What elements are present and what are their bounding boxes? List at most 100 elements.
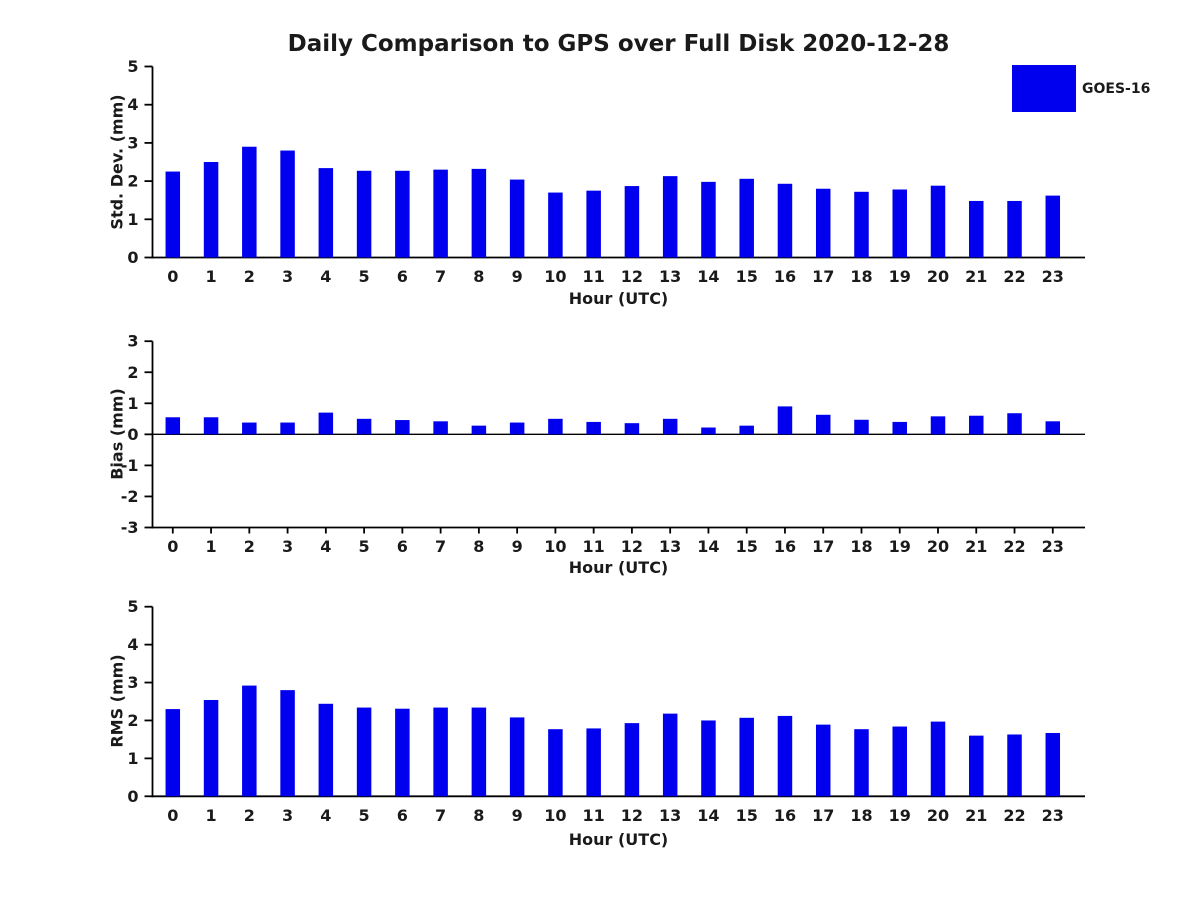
bar-std-dev-hour-0	[165, 171, 181, 258]
x-tick-label: 14	[697, 267, 719, 286]
bar-rms-hour-2	[242, 685, 257, 797]
y-tick-label: 3	[127, 133, 138, 152]
x-tick-label: 4	[320, 806, 331, 825]
x-tick-label: 0	[167, 806, 178, 825]
bar-bias-hour-5	[356, 418, 372, 435]
bar-std-dev-hour-5	[356, 170, 372, 258]
x-tick-label: 19	[889, 806, 911, 825]
bar-bias-hour-14	[701, 427, 716, 435]
x-tick-label: 11	[583, 537, 605, 556]
bar-rms-hour-11	[586, 728, 601, 797]
y-tick-label: 1	[127, 749, 138, 768]
y-tick-label: 0	[127, 425, 138, 444]
bar-rms-hour-9	[509, 717, 525, 797]
x-tick-label: 8	[473, 537, 484, 556]
bar-rms-hour-22	[1007, 734, 1022, 797]
bar-bias-hour-4	[318, 412, 334, 435]
bar-std-dev-hour-16	[777, 183, 793, 258]
x-tick-label: 18	[850, 806, 872, 825]
x-tick-label: 3	[282, 267, 293, 286]
xlabel-std-dev: Hour (UTC)	[568, 289, 669, 308]
y-tick-label: 4	[127, 635, 138, 654]
bar-rms-hour-4	[318, 703, 334, 797]
bar-std-dev-hour-7	[433, 169, 448, 258]
x-tick-label: 6	[397, 267, 408, 286]
bar-std-dev-hour-10	[548, 192, 563, 258]
x-tick-label: 23	[1042, 806, 1064, 825]
y-tick-label: 3	[127, 332, 138, 351]
bar-rms-hour-17	[815, 724, 831, 797]
bar-bias-hour-21	[969, 415, 984, 435]
bar-bias-hour-18	[854, 419, 869, 435]
x-tick-label: 6	[397, 537, 408, 556]
x-tick-label: 1	[205, 806, 216, 825]
bar-std-dev-hour-13	[662, 176, 678, 258]
y-tick-label: 4	[127, 95, 138, 114]
x-tick-label: 11	[583, 267, 605, 286]
bar-bias-hour-1	[203, 417, 219, 435]
bar-rms-hour-13	[662, 713, 678, 797]
bar-std-dev-hour-22	[1007, 200, 1022, 258]
x-tick-label: 17	[812, 537, 834, 556]
x-tick-label: 8	[473, 267, 484, 286]
x-tick-label: 17	[812, 267, 834, 286]
x-tick-label: 15	[736, 267, 758, 286]
bar-rms-hour-3	[280, 690, 295, 797]
bar-std-dev-hour-4	[318, 168, 334, 258]
bar-rms-hour-7	[433, 707, 448, 797]
bar-bias-hour-0	[165, 417, 181, 435]
x-tick-label: 19	[889, 267, 911, 286]
bar-rms-hour-21	[969, 735, 984, 797]
x-tick-label: 9	[512, 267, 523, 286]
bar-bias-hour-22	[1007, 413, 1022, 435]
x-tick-label: 21	[965, 537, 987, 556]
x-tick-label: 4	[320, 537, 331, 556]
bar-bias-hour-10	[548, 418, 563, 435]
x-tick-label: 23	[1042, 267, 1064, 286]
x-tick-label: 19	[889, 537, 911, 556]
x-tick-label: 4	[320, 267, 331, 286]
x-tick-label: 8	[473, 806, 484, 825]
bar-rms-hour-0	[165, 709, 181, 797]
ylabel-std-dev: Std. Dev. (mm)	[107, 94, 127, 230]
ylabel-rms: RMS (mm)	[107, 654, 127, 748]
bar-rms-hour-23	[1045, 732, 1061, 797]
bar-std-dev-hour-8	[471, 168, 487, 258]
x-tick-label: 5	[359, 806, 370, 825]
y-tick-label: 2	[127, 711, 138, 730]
x-tick-label: 18	[850, 267, 872, 286]
bar-std-dev-hour-9	[509, 179, 525, 258]
x-tick-label: 12	[621, 537, 643, 556]
x-tick-label: 5	[359, 267, 370, 286]
bar-rms-hour-15	[739, 717, 754, 797]
bar-rms-hour-14	[701, 720, 716, 797]
chart-title: Daily Comparison to GPS over Full Disk 2…	[287, 31, 950, 57]
x-tick-label: 21	[965, 267, 987, 286]
bar-std-dev-hour-11	[586, 190, 601, 258]
x-tick-label: 2	[244, 267, 255, 286]
x-tick-label: 18	[850, 537, 872, 556]
x-tick-label: 20	[927, 806, 949, 825]
bar-rms-hour-10	[548, 729, 563, 797]
x-tick-label: 16	[774, 267, 796, 286]
bar-std-dev-hour-19	[892, 189, 907, 258]
ylabel-bias: Bias (mm)	[107, 388, 127, 480]
x-tick-label: 22	[1003, 537, 1025, 556]
bar-rms-hour-20	[930, 721, 946, 797]
bar-bias-hour-15	[739, 425, 754, 435]
x-tick-label: 3	[282, 806, 293, 825]
y-tick-label: 0	[127, 248, 138, 267]
bar-rms-hour-6	[395, 708, 410, 797]
x-tick-label: 13	[659, 537, 681, 556]
legend-swatch-goes16	[1012, 65, 1076, 112]
x-tick-label: 14	[697, 537, 719, 556]
x-tick-label: 22	[1003, 267, 1025, 286]
bar-bias-hour-11	[586, 421, 601, 435]
bar-std-dev-hour-1	[203, 162, 219, 258]
y-tick-label: -1	[121, 456, 139, 475]
bar-bias-hour-13	[662, 418, 678, 435]
xlabel-rms: Hour (UTC)	[568, 830, 669, 849]
y-tick-label: 2	[127, 363, 138, 382]
